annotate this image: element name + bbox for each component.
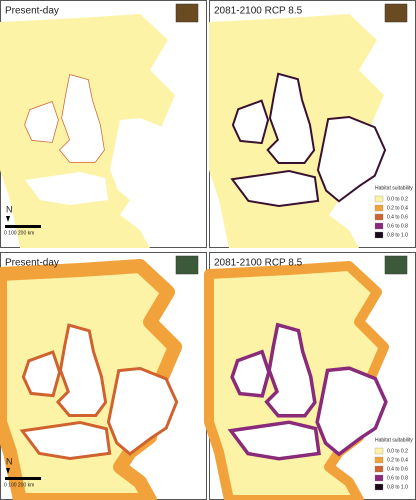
panel-title: Present-day xyxy=(5,258,59,269)
species-thumbnail xyxy=(175,3,199,23)
legend-label: 0.4 to 0.6 xyxy=(387,466,408,472)
scale-bar-label: 0 100 200 km xyxy=(4,230,34,236)
legend-swatch xyxy=(374,195,384,203)
legend-label: 0.2 to 0.4 xyxy=(387,205,408,211)
legend-swatch xyxy=(374,213,384,221)
legend-label: 0.8 to 1.0 xyxy=(387,484,408,490)
legend-label: 0.0 to 0.2 xyxy=(387,196,408,202)
north-label: N xyxy=(6,456,13,466)
legend-swatch xyxy=(374,474,384,482)
legend-label: 0.4 to 0.6 xyxy=(387,214,408,220)
legend-label: 0.0 to 0.2 xyxy=(387,448,408,454)
map-panel: Present-day N 0 100 200 km xyxy=(0,252,207,500)
scale-bar xyxy=(5,225,41,228)
north-label: N xyxy=(6,204,13,214)
legend-swatch xyxy=(374,222,384,230)
legend-label: 0.2 to 0.4 xyxy=(387,457,408,463)
legend-swatch xyxy=(374,465,384,473)
scale-bar-label: 0 100 200 km xyxy=(4,482,34,488)
species-thumbnail xyxy=(175,255,199,275)
legend-label: 0.8 to 1.0 xyxy=(387,232,408,238)
species-thumbnail xyxy=(384,3,408,23)
map-panel: 2081-2100 RCP 8.5 Habitat suitability 0.0 … xyxy=(209,0,416,248)
panel-title: 2081-2100 RCP 8.5 xyxy=(214,258,303,269)
north-arrow xyxy=(6,468,10,474)
legend-label: 0.6 to 0.8 xyxy=(387,475,408,481)
panel-title: Present-day xyxy=(5,6,59,17)
legend-swatch xyxy=(374,483,384,491)
legend-swatch xyxy=(374,447,384,455)
legend-label: 0.6 to 0.8 xyxy=(387,223,408,229)
scale-bar xyxy=(5,477,41,480)
north-arrow xyxy=(6,216,10,222)
panel-title: 2081-2100 RCP 8.5 xyxy=(214,6,303,17)
legend-swatch xyxy=(374,204,384,212)
legend-title: Habitat suitability xyxy=(375,185,413,191)
legend-swatch xyxy=(374,456,384,464)
legend-swatch xyxy=(374,231,384,239)
species-thumbnail xyxy=(384,255,408,275)
map-panel: 2081-2100 RCP 8.5 Habitat suitability 0.0 … xyxy=(209,252,416,500)
legend-title: Habitat suitability xyxy=(375,437,413,443)
map-panel: Present-day N 0 100 200 km xyxy=(0,0,207,248)
